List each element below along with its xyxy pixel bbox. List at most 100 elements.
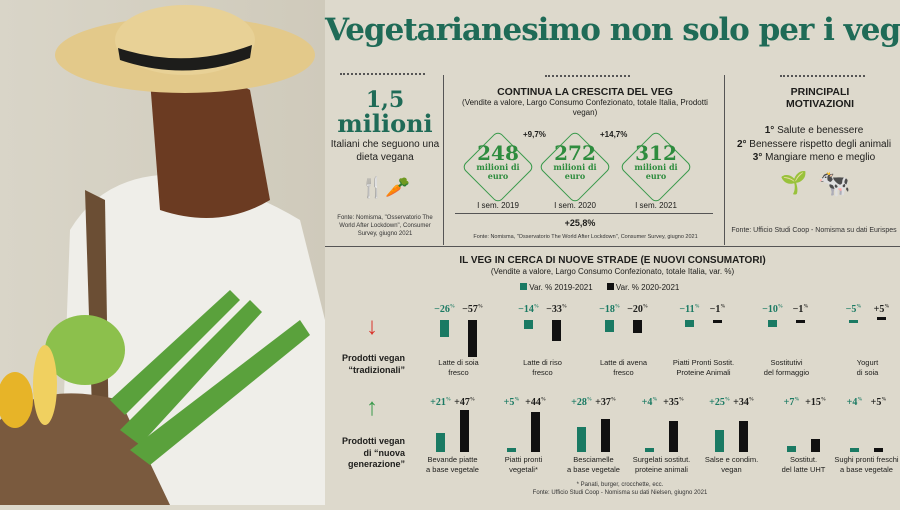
divider	[325, 246, 900, 247]
plant-icon: 🌱	[780, 170, 808, 195]
divider	[780, 75, 865, 77]
period-label: I sem. 2019	[477, 201, 519, 210]
bar-value: −5%	[845, 304, 862, 315]
bar-value: +44%	[525, 397, 546, 408]
carrot-icon: 🥕	[385, 177, 410, 199]
bar-value: +34%	[733, 397, 754, 408]
category-label: Proteine Animali	[676, 368, 731, 377]
bar-value: +37%	[595, 397, 616, 408]
bar-value: +4%	[846, 397, 863, 408]
category-label: Sostitut.	[789, 455, 818, 464]
bar-value: +35%	[663, 397, 684, 408]
bar-value: −14%	[518, 304, 539, 315]
bar-value: +21%	[430, 397, 451, 408]
bar-value: +25%	[709, 397, 730, 408]
period-label: I sem. 2020	[554, 201, 596, 210]
category-label: fresco	[532, 368, 553, 377]
bar-value: −1%	[792, 304, 809, 315]
value-label: 312 milioni di euro	[616, 143, 696, 181]
bar-value: +7%	[783, 397, 800, 408]
category-label: Piatti Pronti Sostit.	[672, 358, 735, 367]
category-label: Latte di soia	[438, 358, 479, 367]
bar	[787, 445, 796, 452]
chart-subtitle: (Vendite a valore, Largo Consumo Confezi…	[490, 267, 735, 276]
growth-heading: CONTINUA LA CRESCITA DEL VEG	[497, 86, 673, 98]
category-label: Latte di riso	[523, 358, 562, 367]
divider	[443, 75, 444, 245]
bar	[739, 421, 748, 452]
bar-value: +5%	[503, 397, 520, 408]
growth-subheading: (Vendite a valore, Largo Consumo Confezi…	[462, 98, 708, 118]
value-unit: milioni di euro	[553, 162, 597, 181]
category-label: Latte di avena	[599, 358, 648, 367]
value-label: 248 milioni di euro	[458, 143, 538, 181]
category-label: Yogurt	[856, 358, 879, 367]
bar	[440, 320, 449, 337]
bar	[436, 433, 445, 452]
value-unit: milioni di euro	[634, 162, 678, 181]
new-generation-label: Prodotti vegan di “nuova generazione”	[341, 436, 405, 470]
bar	[524, 320, 533, 330]
left-source: Fonte: Nomisma, "Osservatorio The World …	[337, 215, 433, 237]
bar-value: −10%	[762, 304, 783, 315]
change-label: +14,7%	[600, 130, 628, 139]
value-label: 272 milioni di euro	[535, 143, 615, 181]
bar-value: −26%	[434, 304, 455, 315]
total-change: +25,8%	[564, 218, 596, 228]
woman-with-vegetables-photo	[0, 0, 325, 505]
traditional-label: Prodotti vegan “tradizionali”	[341, 353, 405, 375]
motivation-item: 2° Benessere rispetto degli animali	[728, 138, 900, 152]
divider	[340, 73, 425, 75]
bar	[685, 320, 694, 328]
vegan-count-caption: Italiani che seguono una dieta vegana	[330, 139, 440, 163]
bar-value: +15%	[805, 397, 826, 408]
category-label: Salse e condim.	[704, 455, 759, 464]
bar-value: +28%	[571, 397, 592, 408]
bar	[460, 409, 469, 452]
category-label: fresco	[448, 368, 469, 377]
category-label: del formaggio	[763, 368, 810, 377]
category-label: Besciamelle	[573, 455, 614, 464]
motivations-source: Fonte: Ufficio Studi Coop - Nomisma su d…	[731, 227, 897, 234]
category-label: proteine animali	[635, 465, 688, 474]
arrow-down-icon: ↓	[366, 313, 378, 340]
motivation-rank: 2°	[736, 138, 747, 150]
bar	[811, 438, 820, 452]
bar-value: −57%	[462, 304, 483, 315]
food-icons: 🍴🥕	[350, 175, 420, 200]
value-number: 272	[554, 141, 596, 165]
motivations-heading-line1: PRINCIPALI	[790, 86, 850, 98]
bar	[468, 320, 477, 358]
bar	[577, 426, 586, 452]
legend-item: Var. % 2019-2021	[520, 283, 593, 292]
motivations-heading-line2: MOTIVAZIONI	[785, 98, 855, 110]
bar	[850, 448, 859, 452]
motivation-rank: 3°	[752, 152, 763, 163]
change-label: +9,7%	[523, 130, 546, 139]
category-label: Bevande piatte	[427, 455, 478, 464]
page-title: Vegetarianesimo non solo per i veg	[325, 12, 900, 48]
vegan-count-unit: milioni	[337, 109, 433, 138]
bar-value: −11%	[679, 304, 700, 315]
growth-source: Fonte: Nomisma, "Osservatorio The World …	[473, 234, 698, 240]
bar	[849, 320, 858, 324]
category-label: vegetali*	[509, 465, 538, 474]
period-label: I sem. 2021	[635, 201, 677, 210]
bar	[874, 447, 883, 452]
fork-icon: 🍴	[360, 177, 385, 199]
motivation-rank: 1°	[764, 125, 775, 136]
bar	[552, 320, 561, 342]
bar	[713, 320, 722, 323]
divider	[455, 213, 713, 214]
bar-value: −20%	[627, 304, 648, 315]
motivation-text: Benessere rispetto degli animali	[749, 138, 892, 150]
arrow-up-icon: ↑	[366, 394, 378, 421]
category-label: fresco	[613, 368, 634, 377]
category-label: Sostitutivi	[770, 358, 803, 367]
bar-value: +5%	[873, 304, 890, 315]
motivation-text: Mangiare meno e meglio	[765, 152, 876, 163]
category-label: di soia	[856, 368, 879, 377]
vegan-count-number: 1,5	[365, 87, 405, 113]
category-label: Surgelati sostitut.	[632, 455, 691, 464]
category-label: Piatti pronti	[504, 455, 543, 464]
